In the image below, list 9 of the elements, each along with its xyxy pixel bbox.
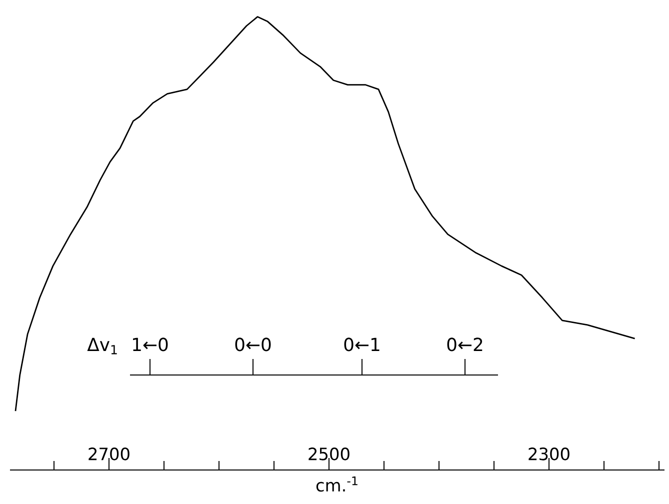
annotation: Δv$_{1}$ <box>87 338 117 354</box>
annotation: 0←1 <box>344 338 380 352</box>
x-tick-label: 2300 <box>528 448 570 460</box>
annotation: 1←0 <box>133 338 168 352</box>
annotation: 0←0 <box>235 338 271 352</box>
annotation: 0←2 <box>447 338 482 352</box>
x-axis-title: cm.$^{-1}$ <box>316 476 358 492</box>
x-tick-label: 2500 <box>308 448 350 460</box>
x-tick-label: 2700 <box>88 448 130 460</box>
